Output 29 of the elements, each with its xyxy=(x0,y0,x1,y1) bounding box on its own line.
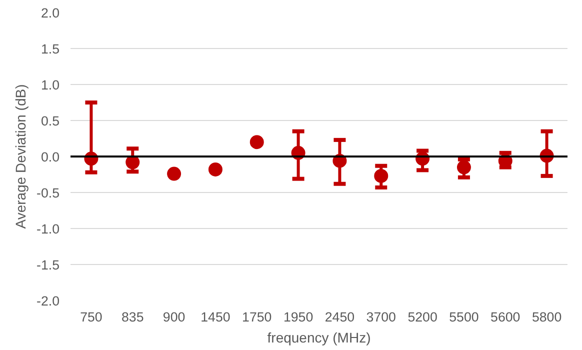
y-tick-label: 2.0 xyxy=(40,6,60,20)
y-axis-title: Average Deviation (dB) xyxy=(12,84,29,229)
x-tick-label: 900 xyxy=(162,310,186,324)
x-tick-label: 835 xyxy=(122,310,144,324)
point xyxy=(250,135,264,150)
point xyxy=(126,155,140,170)
x-tick-label: 5200 xyxy=(408,310,438,324)
x-tick-label: 3700 xyxy=(366,310,396,324)
point xyxy=(456,160,471,174)
y-tick-label: 0.5 xyxy=(40,114,60,128)
x-axis-title: frequency (MHz) xyxy=(267,330,371,346)
x-tick-label: 5800 xyxy=(532,310,562,324)
x-tick-label: 1450 xyxy=(200,310,230,324)
point xyxy=(167,166,182,181)
y-tick-label: -0.5 xyxy=(36,186,60,200)
point xyxy=(208,162,222,176)
x-tick-label: 5600 xyxy=(490,310,520,324)
x-tick-label: 5500 xyxy=(449,310,479,324)
y-tick-label: -1.0 xyxy=(36,222,60,236)
x-tick-label: 1950 xyxy=(283,310,314,324)
x-tick-label: 750 xyxy=(80,310,102,324)
y-tick-label: 1.5 xyxy=(40,42,60,56)
y-tick-label: 0.0 xyxy=(40,150,60,164)
y-tick-label: 1.0 xyxy=(40,78,60,92)
x-tick-label: 1750 xyxy=(242,310,272,324)
x-tick-label: 2450 xyxy=(324,310,355,324)
y-tick-label: -2.0 xyxy=(36,294,60,308)
point xyxy=(374,168,388,183)
y-tick-label: -1.5 xyxy=(36,258,60,272)
